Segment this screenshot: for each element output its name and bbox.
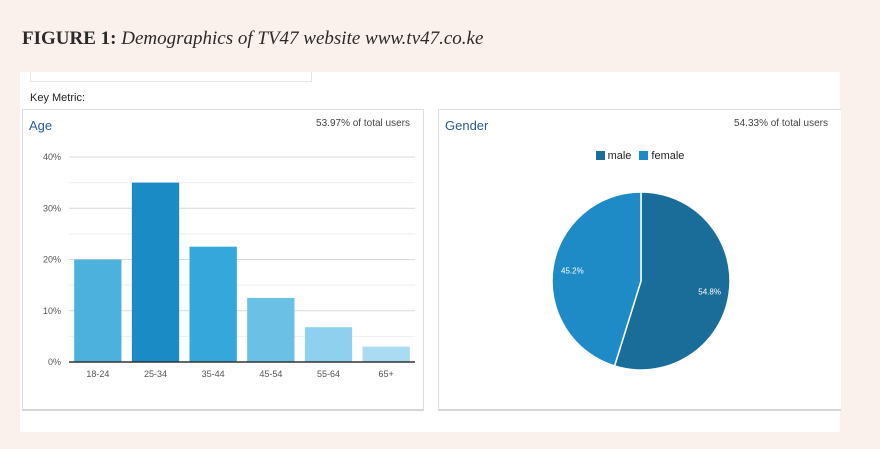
legend-label: male	[607, 150, 632, 162]
key-metric-label: Key Metric:	[30, 92, 86, 104]
x-tick-label: 65+	[379, 369, 394, 379]
bar-65+[interactable]	[362, 346, 410, 362]
y-tick-label: 10%	[43, 306, 61, 316]
age-panel-title: Age	[29, 118, 53, 133]
gender-pie-chart: 54.8% 45.2%	[551, 191, 731, 371]
legend-swatch	[639, 151, 649, 160]
gender-legend: male female	[439, 150, 841, 162]
bar-18-24[interactable]	[74, 259, 122, 363]
figure-caption: FIGURE 1: Demographics of TV47 website w…	[22, 28, 483, 50]
gender-panel-title: Gender	[445, 118, 489, 133]
gender-panel: Gender 54.33% of total users male female …	[438, 109, 841, 411]
legend-label: female	[651, 150, 685, 162]
figure-label: FIGURE 1:	[22, 28, 117, 49]
age-panel-share: 53.97% of total users	[316, 118, 410, 129]
slice-female[interactable]	[551, 191, 642, 367]
gender-panel-share: 54.33% of total users	[734, 118, 828, 129]
legend-item-female[interactable]: female	[639, 150, 684, 162]
analytics-screenshot: Key Metric: Age 53.97% of total users 0%…	[20, 72, 841, 432]
x-tick-label: 55-64	[317, 369, 340, 379]
slice-label-male: 54.8%	[698, 287, 721, 296]
bar-55-64[interactable]	[304, 327, 353, 362]
y-tick-label: 30%	[43, 203, 61, 213]
figure-description: Demographics of TV47 website www.tv47.co…	[121, 28, 484, 49]
y-tick-label: 20%	[43, 255, 61, 265]
x-tick-label: 25-34	[144, 369, 167, 379]
age-bar-chart: 0% 10% 20% 30% 40% 18-24 25-34 35-44 45-54 55-64 6…	[43, 152, 415, 379]
bar-25-34[interactable]	[131, 182, 180, 362]
legend-item-male[interactable]: male	[595, 150, 632, 162]
age-panel: Age 53.97% of total users 0% 10% 20% 30% 40%…	[22, 109, 424, 411]
x-tick-label: 45-54	[259, 369, 282, 379]
slice-label-female: 45.2%	[561, 267, 584, 276]
y-tick-label: 40%	[43, 152, 61, 162]
x-tick-label: 35-44	[202, 369, 225, 379]
truncated-widget	[30, 72, 312, 82]
bar-45-54[interactable]	[247, 297, 295, 362]
bar-35-44[interactable]	[189, 246, 237, 362]
x-tick-label: 18-24	[86, 369, 109, 379]
slice-male[interactable]	[613, 191, 731, 371]
y-tick-label: 0%	[48, 357, 61, 367]
legend-swatch	[595, 151, 605, 160]
